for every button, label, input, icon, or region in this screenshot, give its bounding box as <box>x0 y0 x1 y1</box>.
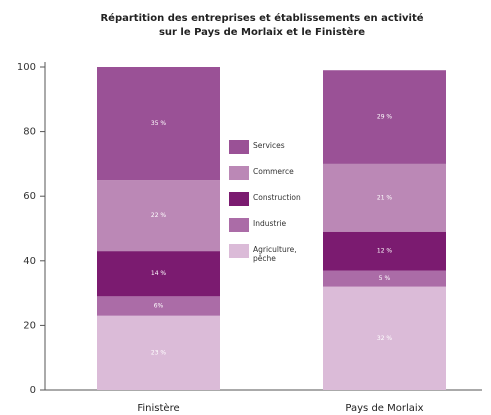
bar-segment <box>97 315 220 390</box>
value-label: 12 % <box>377 248 393 255</box>
value-label: 35 % <box>151 120 167 127</box>
legend-label: Construction <box>253 193 301 202</box>
y-tick-label: 40 <box>23 256 36 267</box>
x-tick-label: Finistère <box>137 402 179 414</box>
legend-item: Agriculture, pêche <box>253 245 297 263</box>
legend-swatch <box>229 218 249 232</box>
value-label: 6% <box>154 303 164 310</box>
legend-label: Commerce <box>253 167 294 176</box>
y-tick-label: 100 <box>17 62 36 73</box>
y-tick-label: 20 <box>23 320 36 331</box>
value-label: 29 % <box>377 114 393 121</box>
legend-item: Commerce <box>253 167 294 176</box>
y-tick-label: 60 <box>23 191 36 202</box>
x-tick-label: Pays de Morlaix <box>345 403 423 414</box>
bar-segment <box>323 163 446 232</box>
legend-swatch <box>229 244 249 258</box>
bar-segment <box>323 286 446 390</box>
chart-title: sur le Pays de Morlaix et le Finistère <box>159 26 365 38</box>
legend-label: Industrie <box>253 219 287 228</box>
legend-item: Construction <box>253 193 301 202</box>
y-tick-label: 0 <box>30 385 36 396</box>
legend-item: Industrie <box>253 219 287 228</box>
value-label: 23 % <box>151 349 167 356</box>
y-tick-label: 80 <box>23 127 36 138</box>
bar-segment <box>323 231 446 271</box>
value-label: 5 % <box>379 275 391 282</box>
legend-swatch <box>229 166 249 180</box>
bar-segment <box>97 180 220 252</box>
bar-segment <box>323 270 446 287</box>
value-label: 14 % <box>151 270 167 277</box>
value-label: 21 % <box>377 194 393 201</box>
legend-label: Services <box>253 141 285 150</box>
bar-segment <box>97 251 220 297</box>
bar-segment <box>97 296 220 316</box>
chart-title: Répartition des entreprises et établisse… <box>100 12 423 24</box>
legend-label: Agriculture, pêche <box>253 245 297 263</box>
bar-segment <box>97 67 220 181</box>
legend-swatch <box>229 140 249 154</box>
value-label: 22 % <box>151 212 167 219</box>
legend-swatch <box>229 192 249 206</box>
legend-item: Services <box>253 141 285 150</box>
value-label: 32 % <box>377 335 393 342</box>
bar-segment <box>323 70 446 164</box>
